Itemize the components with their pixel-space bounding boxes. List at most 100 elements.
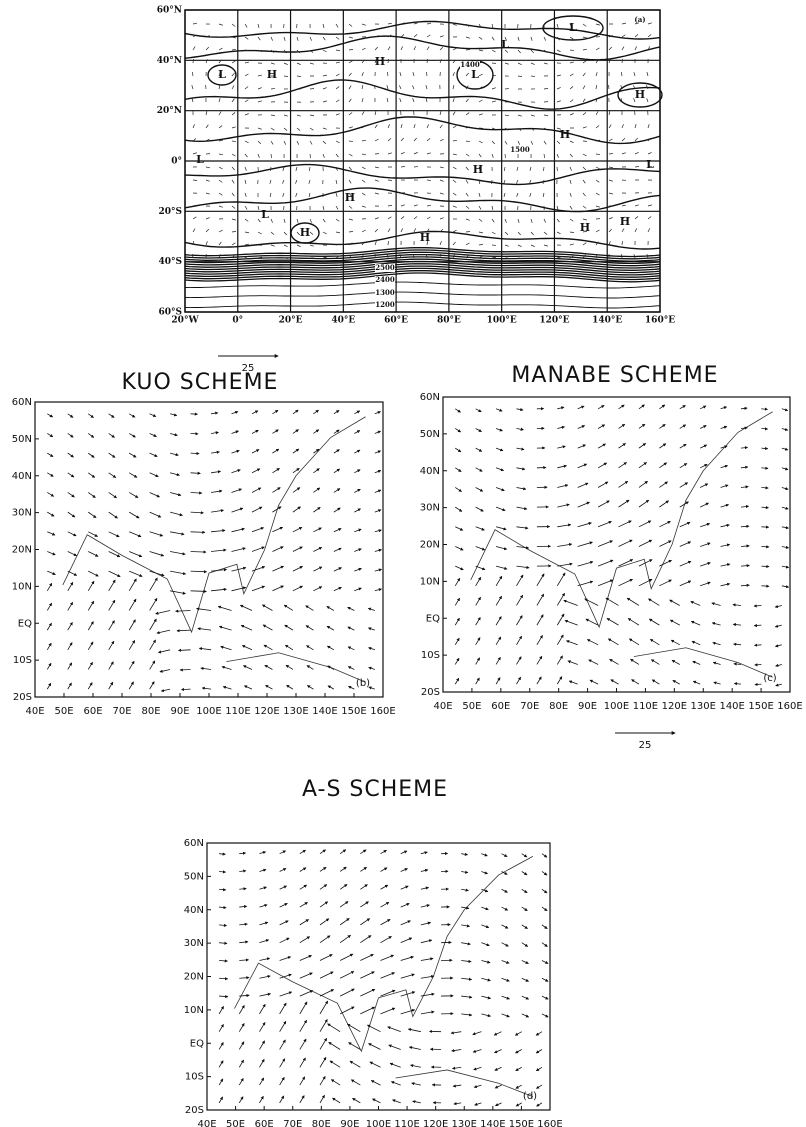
wind-vector xyxy=(605,597,619,606)
wind-vector xyxy=(597,540,613,547)
wind-vector xyxy=(517,218,520,223)
wind-vector xyxy=(368,1043,381,1050)
wind-vector xyxy=(634,22,639,25)
wind-vector xyxy=(309,114,314,117)
wind-vector xyxy=(536,573,545,587)
wind-vector xyxy=(400,937,413,944)
wind-vector xyxy=(426,240,428,246)
wind-vector xyxy=(354,469,361,474)
wind-vector xyxy=(360,988,376,997)
wind-vector xyxy=(412,72,415,77)
wind-vector xyxy=(149,492,161,498)
wind-vector xyxy=(292,468,300,474)
wind-vector xyxy=(192,58,194,64)
longitude-label: 50E xyxy=(54,706,73,717)
wind-vector xyxy=(108,551,121,558)
wind-vector xyxy=(205,124,209,129)
wind-vector xyxy=(149,597,158,611)
wind-vector xyxy=(451,1066,462,1070)
wind-vector xyxy=(595,59,599,64)
wind-vector xyxy=(205,138,210,142)
wind-vector xyxy=(197,627,212,631)
wind-vector xyxy=(516,656,522,665)
wind-vector xyxy=(335,73,340,77)
wind-vector xyxy=(387,34,392,38)
wind-vector xyxy=(556,74,561,77)
wind-vector xyxy=(452,98,455,103)
wind-vector xyxy=(536,655,543,665)
wind-vector xyxy=(495,595,502,606)
wind-vector xyxy=(244,205,248,210)
wind-vector xyxy=(491,140,495,145)
wind-vector xyxy=(521,888,528,894)
wind-vector xyxy=(556,634,564,646)
wind-vector xyxy=(400,955,414,961)
wind-vector xyxy=(259,1058,265,1068)
wind-vector xyxy=(296,127,301,131)
wind-vector xyxy=(360,971,375,979)
wind-vector xyxy=(128,640,136,651)
wind-vector xyxy=(313,546,323,552)
wind-vector xyxy=(569,61,574,64)
wind-vector xyxy=(231,98,235,103)
wind-vector xyxy=(257,218,261,223)
latitude-label: 20S xyxy=(421,687,440,698)
panel-label: (d) xyxy=(523,1091,537,1102)
wind-vector xyxy=(149,531,164,537)
wind-vector xyxy=(608,138,613,142)
wind-vector xyxy=(231,48,237,51)
wind-vector xyxy=(475,616,481,626)
wind-vector xyxy=(582,205,587,209)
wind-vector xyxy=(478,231,483,234)
wind-vector xyxy=(219,905,227,910)
wind-vector xyxy=(535,1031,543,1036)
wind-vector xyxy=(529,192,532,197)
wind-vector xyxy=(618,578,633,587)
wind-vector xyxy=(244,153,248,158)
wind-vector xyxy=(420,904,430,908)
wind-vector xyxy=(389,1062,401,1068)
wind-vector xyxy=(659,481,668,488)
wind-vector xyxy=(348,153,353,157)
wind-vector xyxy=(211,587,227,592)
wind-vector xyxy=(621,22,626,25)
wind-vector xyxy=(461,924,471,928)
wind-vector xyxy=(354,567,362,572)
contour-label-bg xyxy=(375,276,395,284)
wind-vector xyxy=(426,179,432,181)
wind-vector xyxy=(239,904,248,909)
wind-vector xyxy=(517,140,520,145)
wind-vector xyxy=(659,559,672,567)
longitude-label: 120E xyxy=(423,1119,448,1127)
wind-vector xyxy=(400,22,405,25)
wind-vector xyxy=(517,114,522,117)
wind-vector xyxy=(279,1076,285,1086)
wind-vector xyxy=(149,681,155,690)
wind-vector xyxy=(420,974,435,979)
wind-vector xyxy=(257,49,262,53)
wind-vector xyxy=(452,254,455,259)
wind-vector xyxy=(348,192,352,197)
wind-vector xyxy=(191,85,194,90)
wind-vector xyxy=(651,679,660,685)
wind-vector xyxy=(239,976,250,980)
wind-vector xyxy=(420,868,429,872)
wind-vector xyxy=(516,447,525,451)
wind-vector xyxy=(618,462,627,469)
coastline xyxy=(234,855,534,1053)
wind-vector xyxy=(218,125,223,129)
wind-vector xyxy=(380,989,396,997)
wind-vector xyxy=(292,429,299,434)
wind-vector xyxy=(569,166,572,171)
wind-vector xyxy=(388,1044,401,1050)
latitude-label: 60N xyxy=(184,838,204,849)
wind-vector xyxy=(231,166,235,171)
wind-vector xyxy=(348,218,353,221)
wind-vector xyxy=(192,216,197,220)
wind-vector xyxy=(475,576,482,587)
wind-vector xyxy=(387,152,392,155)
wind-vector xyxy=(461,852,469,856)
wind-vector xyxy=(339,901,349,908)
wind-vector xyxy=(244,166,247,171)
wind-vector xyxy=(504,127,509,131)
